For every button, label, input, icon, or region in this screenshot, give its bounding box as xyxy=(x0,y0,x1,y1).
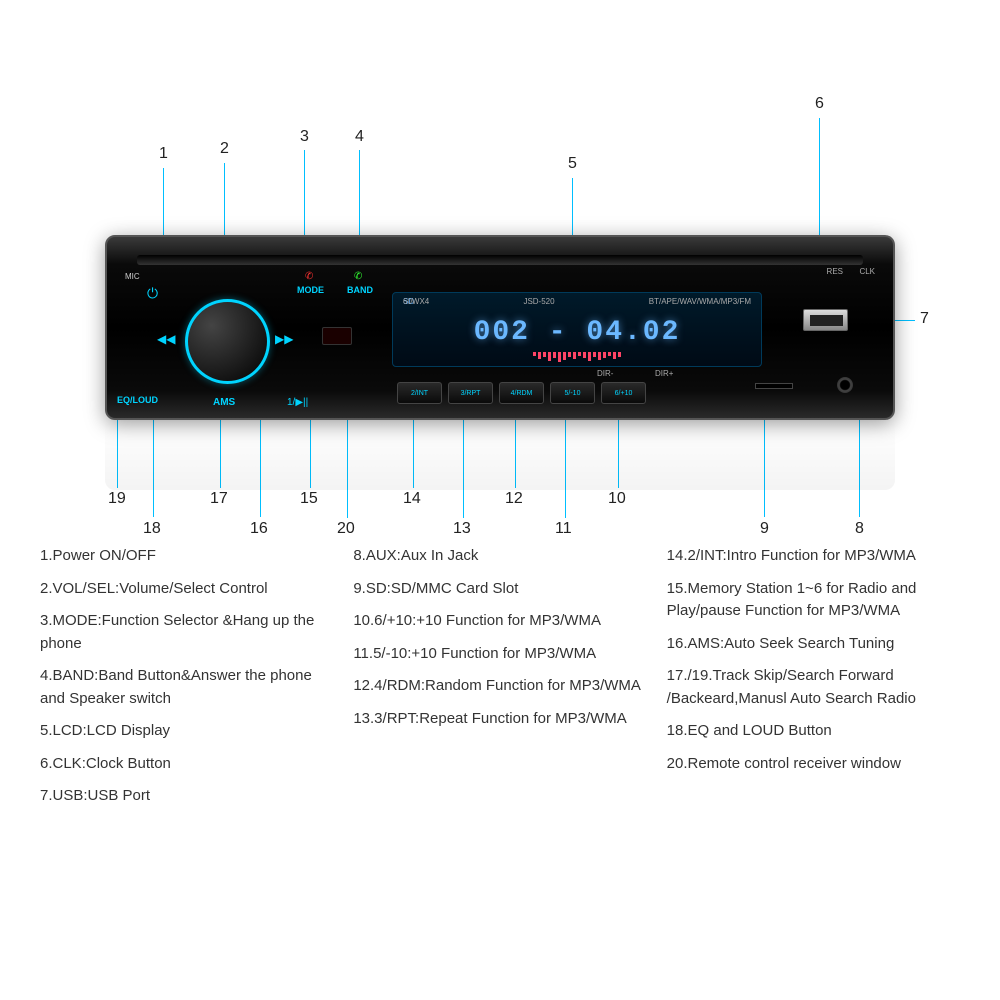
callout-number: 8 xyxy=(855,520,864,538)
legend-item: 13.3/RPT:Repeat Function for MP3/WMA xyxy=(353,708,646,731)
eq-loud-button: EQ/LOUD xyxy=(117,395,158,405)
legend-item: 9.SD:SD/MMC Card Slot xyxy=(353,578,646,601)
legend-item: 12.4/RDM:Random Function for MP3/WMA xyxy=(353,675,646,698)
legend-col-3: 14.2/INT:Intro Function for MP3/WMA 15.Me… xyxy=(667,545,960,818)
lcd-eq-bars xyxy=(533,352,621,362)
sd-slot xyxy=(755,383,793,389)
callout-number: 14 xyxy=(403,490,421,508)
lcd-power-rating: 60WX4 xyxy=(403,297,429,306)
power-icon: ⏻ xyxy=(147,285,158,302)
legend-item: 2.VOL/SEL:Volume/Select Control xyxy=(40,578,333,601)
lcd-model: JSD-520 xyxy=(523,297,554,306)
res-button: RES xyxy=(827,267,843,276)
callout-number: 5 xyxy=(568,155,577,173)
legend-item: 1.Power ON/OFF xyxy=(40,545,333,568)
mic-label: MIC xyxy=(125,272,140,281)
callout-number: 18 xyxy=(143,520,161,538)
preset-button: 4/RDM xyxy=(499,382,544,404)
callout-number: 6 xyxy=(815,95,824,113)
mode-button: MODE xyxy=(297,285,324,295)
callout-number: 16 xyxy=(250,520,268,538)
callout-number: 10 xyxy=(608,490,626,508)
callout-number: 20 xyxy=(337,520,355,538)
legend-col-1: 1.Power ON/OFF 2.VOL/SEL:Volume/Select Co… xyxy=(40,545,333,818)
legend-item: 14.2/INT:Intro Function for MP3/WMA xyxy=(667,545,960,568)
legend-item: 10.6/+10:+10 Function for MP3/WMA xyxy=(353,610,646,633)
aux-jack xyxy=(837,377,853,393)
legend-item: 18.EQ and LOUD Button xyxy=(667,720,960,743)
callout-number: 17 xyxy=(210,490,228,508)
legend: 1.Power ON/OFF 2.VOL/SEL:Volume/Select Co… xyxy=(40,545,960,818)
lcd-header: 60WX4 JSD-520 BT/APE/WAV/WMA/MP3/FM xyxy=(393,297,761,306)
legend-item: 8.AUX:Aux In Jack xyxy=(353,545,646,568)
callout-number: 9 xyxy=(760,520,769,538)
hangup-icon: ✆ xyxy=(305,271,313,282)
legend-item: 20.Remote control receiver window xyxy=(667,753,960,776)
preset-row: 2/INT 3/RPT 4/RDM 5/-10 6/+10 xyxy=(397,382,646,404)
answer-icon: ✆ xyxy=(354,271,362,282)
lcd-main-readout: 002 - 04.02 xyxy=(393,317,761,348)
lcd-display: SD 60WX4 JSD-520 BT/APE/WAV/WMA/MP3/FM 0… xyxy=(392,292,762,367)
preset-button: 6/+10 xyxy=(601,382,646,404)
legend-item: 6.CLK:Clock Button xyxy=(40,753,333,776)
legend-item: 16.AMS:Auto Seek Search Tuning xyxy=(667,633,960,656)
car-stereo: MIC RES CLK ⏻ ◀◀ ▶▶ EQ/LOUD AMS ✆ ✆ MODE… xyxy=(105,235,895,420)
legend-item: 15.Memory Station 1~6 for Radio and Play… xyxy=(667,578,960,623)
clk-button: CLK xyxy=(859,267,875,276)
legend-item: 7.USB:USB Port xyxy=(40,785,333,808)
legend-col-2: 8.AUX:Aux In Jack 9.SD:SD/MMC Card Slot 10… xyxy=(353,545,646,818)
band-button: BAND xyxy=(347,285,373,295)
ir-window xyxy=(322,327,352,345)
callout-number: 7 xyxy=(920,310,929,328)
dir-plus-label: DIR+ xyxy=(655,369,673,378)
legend-item: 11.5/-10:+10 Function for MP3/WMA xyxy=(353,643,646,666)
usb-port xyxy=(803,309,848,331)
lcd-formats: BT/APE/WAV/WMA/MP3/FM xyxy=(649,297,751,306)
callout-number: 3 xyxy=(300,128,309,146)
preset-button: 3/RPT xyxy=(448,382,493,404)
legend-item: 3.MODE:Function Selector &Hang up the ph… xyxy=(40,610,333,655)
cd-slot xyxy=(137,255,863,265)
callout-number: 13 xyxy=(453,520,471,538)
legend-item: 17./19.Track Skip/Search Forward /Backea… xyxy=(667,665,960,710)
callout-number: 12 xyxy=(505,490,523,508)
callout-number: 11 xyxy=(555,520,572,538)
next-icon: ▶▶ xyxy=(275,332,293,346)
ams-button: AMS xyxy=(213,397,235,408)
dir-minus-label: DIR- xyxy=(597,369,613,378)
legend-item: 4.BAND:Band Button&Answer the phone and … xyxy=(40,665,333,710)
volume-knob xyxy=(185,299,270,384)
preset-button: 5/-10 xyxy=(550,382,595,404)
callout-number: 19 xyxy=(108,490,126,508)
callout-number: 1 xyxy=(159,145,168,163)
preset-button: 2/INT xyxy=(397,382,442,404)
play-pause-button: 1/▶|| xyxy=(287,397,308,408)
reflection xyxy=(105,420,895,490)
callout-number: 4 xyxy=(355,128,364,146)
callout-number: 2 xyxy=(220,140,229,158)
diagram-area: 1234567191817161520141312111098 MIC RES … xyxy=(0,40,1000,490)
prev-icon: ◀◀ xyxy=(157,332,175,346)
legend-item: 5.LCD:LCD Display xyxy=(40,720,333,743)
callout-number: 15 xyxy=(300,490,318,508)
